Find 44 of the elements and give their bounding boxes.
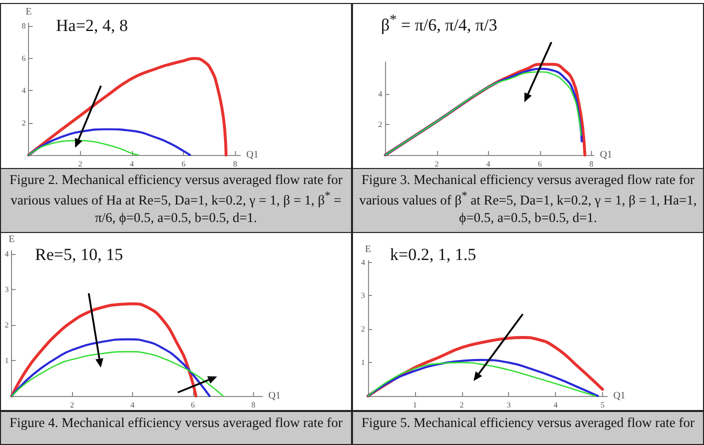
y-axis-title: E xyxy=(364,244,372,256)
y-tick-label: 8 xyxy=(22,22,26,31)
caption: Figure 5. Mechanical efficiency versus averaged flow rate for xyxy=(352,411,704,445)
y-tick-label: 1 xyxy=(4,356,9,366)
x-tick-label: 2 xyxy=(434,160,439,168)
x-axis-title: Q1 xyxy=(600,150,612,160)
x-tick-label: 6 xyxy=(182,160,186,168)
x-tick-label: 8 xyxy=(251,400,256,410)
y-tick-label: 4 xyxy=(22,86,26,96)
x-tick-label: 4 xyxy=(554,400,558,410)
x-axis-title: Q1 xyxy=(268,390,281,402)
y-tick-label: 2 xyxy=(361,324,365,334)
y-tick-label: 4 xyxy=(361,258,365,267)
y-tick-label: 3 xyxy=(361,291,365,300)
y-tick-label: 3 xyxy=(4,285,9,294)
y-axis-title: E xyxy=(8,234,15,246)
text: Figure 2. Mechanical efficiency versus averaged flow rate for various values of Ha at Re=5, Da=1, k=0.2, γ = 1, β = 1, β$^{*}$ = π/6, ϕ=0.5, a=0.5, b=0.5, d=1. xyxy=(10,172,342,224)
y-axis-title: E xyxy=(26,6,32,18)
caption: Figure 4. Mechanical efficiency versus averaged flow rate for xyxy=(0,411,352,445)
annotation: k=0.2, 1, 1.5 xyxy=(390,245,476,265)
x-tick-label: 8 xyxy=(233,160,238,168)
y-tick-label: 1 xyxy=(361,358,365,368)
x-tick-label: 4 xyxy=(130,160,134,168)
x-axis-title: Q1 xyxy=(613,390,626,402)
y-tick-label: 4 xyxy=(4,250,9,259)
x-tick-label: 3 xyxy=(506,400,511,410)
x-tick-label: 5 xyxy=(600,400,605,410)
x-tick-label: 1 xyxy=(412,400,417,410)
x-tick-label: 2 xyxy=(78,160,82,168)
annotation: Ha=2, 4, 8 xyxy=(56,16,128,36)
y-tick-label: 6 xyxy=(22,54,26,63)
x-tick-label: 2 xyxy=(70,400,74,410)
x-tick-label: 6 xyxy=(538,160,542,168)
y-tick-label: 2 xyxy=(22,118,26,128)
x-tick-label: 4 xyxy=(486,160,490,168)
text: β$^{*}$ = π/6, π/4, π/3 xyxy=(381,12,498,36)
x-tick-label: 4 xyxy=(130,400,135,410)
annotation: Re=5, 10, 15 xyxy=(35,245,123,265)
caption: Figure 3. Mechanical efficiency versus averaged flow rate for various values of β$^{*}$ at Re=5, Da=1, k=0.2, γ = 1, β = 1, Ha=1, ϕ=0.5, a=0.5, b=0.5, d=1. xyxy=(352,168,704,233)
y-tick-label: 2 xyxy=(4,320,9,330)
x-axis-title: Q1 xyxy=(246,150,259,160)
x-tick-label: 2 xyxy=(460,400,464,410)
x-tick-label: 8 xyxy=(589,160,594,168)
x-tick-label: 6 xyxy=(190,400,195,410)
